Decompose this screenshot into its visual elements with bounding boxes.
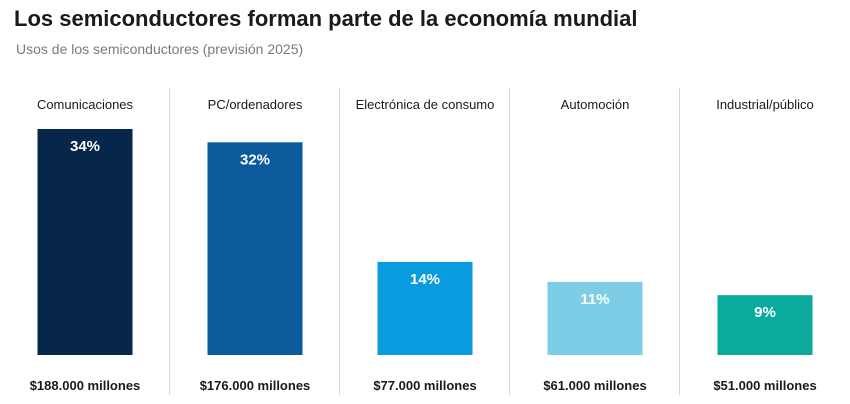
value-label: 11% <box>580 291 609 308</box>
amount-label: $77.000 millones <box>373 378 476 393</box>
bar <box>207 142 303 355</box>
chart-title: Los semiconductores forman parte de la e… <box>14 6 638 31</box>
amount-label: $188.000 millones <box>30 378 141 393</box>
value-label: 9% <box>754 304 776 321</box>
amount-label: $176.000 millones <box>200 378 311 393</box>
chart-subtitle: Usos de los semiconductores (previsión 2… <box>16 41 304 57</box>
category-label: Industrial/público <box>716 97 814 112</box>
value-label: 34% <box>70 138 100 155</box>
category-label: PC/ordenadores <box>208 97 303 112</box>
bar <box>547 281 643 355</box>
amount-label: $51.000 millones <box>713 378 816 393</box>
bar <box>37 129 133 355</box>
category-label: Electrónica de consumo <box>356 97 495 112</box>
category-label: Comunicaciones <box>37 97 134 112</box>
value-label: 32% <box>240 151 270 168</box>
category-label: Automoción <box>561 97 630 112</box>
bar <box>377 261 473 355</box>
bar <box>717 295 813 355</box>
amount-label: $61.000 millones <box>543 378 646 393</box>
value-label: 14% <box>410 271 440 288</box>
